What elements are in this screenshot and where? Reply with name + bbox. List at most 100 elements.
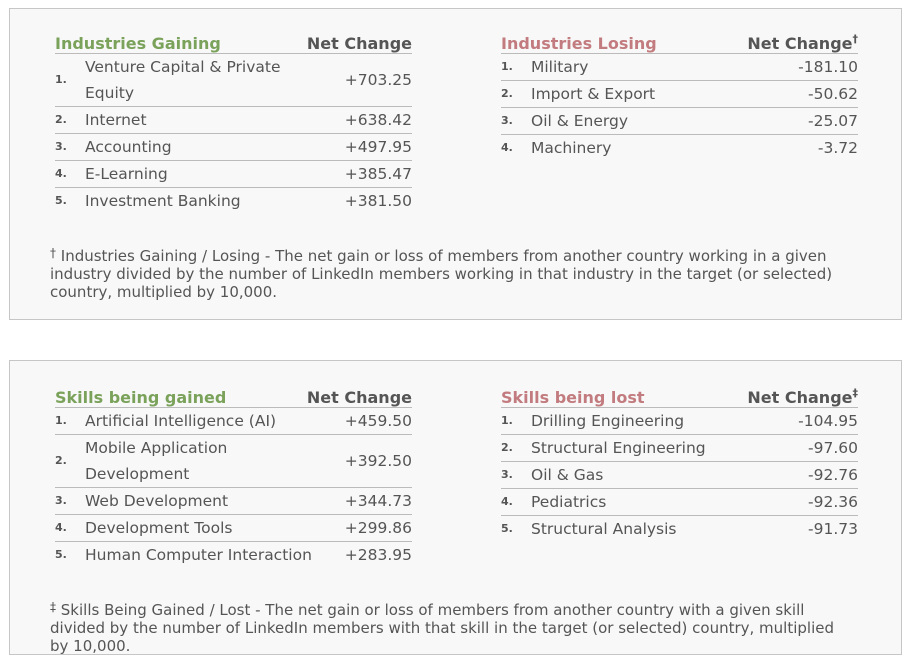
row-label: Human Computer Interaction	[85, 546, 312, 564]
row-rank: 4.	[55, 167, 67, 180]
row-value: +459.50	[344, 412, 412, 430]
row-label: Drilling Engineering	[531, 412, 685, 430]
row-value: +381.50	[344, 192, 412, 210]
row-rank: 4.	[501, 495, 513, 508]
industries-losing-table: Industries Losing Net Change† 1. Military…	[501, 29, 858, 161]
row-label: E-Learning	[85, 165, 168, 183]
row-rank: 1.	[501, 414, 513, 427]
row-value: -181.10	[798, 58, 858, 76]
row-value: -92.76	[808, 466, 858, 484]
row-rank: 3.	[55, 140, 67, 153]
net-change-header: Net Change	[307, 34, 412, 53]
table-header: Industries Losing Net Change†	[501, 29, 858, 54]
skills-gained-rows: 1. Artificial Intelligence (AI) +459.50 2. M…	[55, 408, 412, 568]
row-value: +299.86	[344, 519, 412, 537]
row-value: +283.95	[344, 546, 412, 564]
row-label: Development Tools	[85, 519, 233, 537]
row-label: Artificial Intelligence (AI)	[85, 412, 277, 430]
table-row: 4. E-Learning +385.47	[55, 161, 412, 188]
footnote-text: Skills Being Gained / Lost - The net gai…	[50, 601, 834, 655]
row-label: Structural Engineering	[531, 439, 706, 457]
row-rank: 4.	[501, 141, 513, 154]
row-value: -92.36	[808, 493, 858, 511]
table-header: Industries Gaining Net Change	[55, 29, 412, 54]
row-value: +344.73	[344, 492, 412, 510]
row-label: Oil & Energy	[531, 112, 629, 130]
row-value: -25.07	[808, 112, 858, 130]
row-label: Machinery	[531, 139, 612, 157]
row-rank: 3.	[501, 114, 513, 127]
row-value: +703.25	[344, 71, 412, 89]
net-change-header: Net Change	[307, 388, 412, 407]
skills-gained-title: Skills being gained	[55, 388, 227, 407]
net-change-header-text: Net Change	[747, 388, 853, 407]
skills-gained-table: Skills being gained Net Change 1. Artific…	[55, 383, 412, 568]
industries-gaining-table: Industries Gaining Net Change 1. Venture …	[55, 29, 412, 214]
row-rank: 2.	[501, 87, 513, 100]
table-row: 2. Internet +638.42	[55, 107, 412, 134]
row-value: -3.72	[817, 139, 858, 157]
row-rank: 1.	[55, 414, 67, 427]
industries-gaining-rows: 1. Venture Capital & Private Equity +703.2…	[55, 54, 412, 214]
table-row: 2. Structural Engineering -97.60	[501, 435, 858, 462]
table-row: 5. Investment Banking +381.50	[55, 188, 412, 214]
footnote-text: Industries Gaining / Losing - The net ga…	[50, 247, 833, 301]
industries-gaining-title: Industries Gaining	[55, 34, 221, 53]
row-rank: 1.	[501, 60, 513, 73]
row-rank: 1.	[55, 73, 67, 86]
net-change-header-text: Net Change	[306, 34, 412, 53]
row-rank: 4.	[55, 521, 67, 534]
table-row: 3. Web Development +344.73	[55, 488, 412, 515]
row-rank: 3.	[55, 494, 67, 507]
table-row: 2. Import & Export -50.62	[501, 81, 858, 108]
skills-panel: Skills being gained Net Change 1. Artific…	[9, 360, 902, 655]
row-label: Structural Analysis	[531, 520, 677, 538]
table-row: 1. Artificial Intelligence (AI) +459.50	[55, 408, 412, 435]
table-row: 5. Structural Analysis -91.73	[501, 516, 858, 542]
row-value: -50.62	[808, 85, 858, 103]
skills-lost-table: Skills being lost Net Change‡ 1. Drilling…	[501, 383, 858, 542]
footnote-mark: ‡	[50, 600, 56, 614]
net-change-header: Net Change‡	[747, 388, 858, 407]
table-row: 1. Venture Capital & Private Equity +703.2…	[55, 54, 412, 107]
table-row: 3. Oil & Energy -25.07	[501, 108, 858, 135]
row-rank: 3.	[501, 468, 513, 481]
row-label: Import & Export	[531, 85, 656, 103]
double-dagger-mark: ‡	[852, 386, 859, 400]
row-label: Investment Banking	[85, 192, 241, 210]
industries-panel: Industries Gaining Net Change 1. Venture …	[9, 8, 902, 320]
table-header: Skills being gained Net Change	[55, 383, 412, 408]
row-value: -91.73	[808, 520, 858, 538]
row-rank: 5.	[55, 194, 67, 207]
skills-lost-title: Skills being lost	[501, 388, 645, 407]
row-rank: 2.	[55, 113, 67, 126]
net-change-header-text: Net Change	[747, 34, 853, 53]
row-rank: 5.	[501, 522, 513, 535]
table-row: 2. Mobile Application Development +392.50	[55, 435, 412, 488]
table-row: 4. Pediatrics -92.36	[501, 489, 858, 516]
table-row: 1. Drilling Engineering -104.95	[501, 408, 858, 435]
industries-losing-rows: 1. Military -181.10 2. Import & Export -50.62…	[501, 54, 858, 161]
table-header: Skills being lost Net Change‡	[501, 383, 858, 408]
industries-footnote: † Industries Gaining / Losing - The net …	[50, 244, 850, 301]
footnote-mark: †	[50, 246, 56, 260]
table-row: 3. Oil & Gas -92.76	[501, 462, 858, 489]
row-value: +392.50	[344, 452, 412, 470]
row-label: Web Development	[85, 492, 229, 510]
row-rank: 5.	[55, 548, 67, 561]
row-label: Mobile Application Development	[85, 439, 228, 483]
table-row: 1. Military -181.10	[501, 54, 858, 81]
table-row: 4. Machinery -3.72	[501, 135, 858, 161]
row-value: +638.42	[344, 111, 412, 129]
row-label: Venture Capital & Private Equity	[85, 58, 281, 102]
row-label: Military	[531, 58, 589, 76]
row-rank: 2.	[55, 454, 67, 467]
dagger-mark: †	[852, 32, 859, 46]
row-label: Internet	[85, 111, 147, 129]
industries-losing-title: Industries Losing	[501, 34, 657, 53]
row-label: Oil & Gas	[531, 466, 604, 484]
row-rank: 2.	[501, 441, 513, 454]
net-change-header: Net Change†	[747, 34, 858, 53]
table-row: 5. Human Computer Interaction +283.95	[55, 542, 412, 568]
skills-lost-rows: 1. Drilling Engineering -104.95 2. Structura…	[501, 408, 858, 542]
